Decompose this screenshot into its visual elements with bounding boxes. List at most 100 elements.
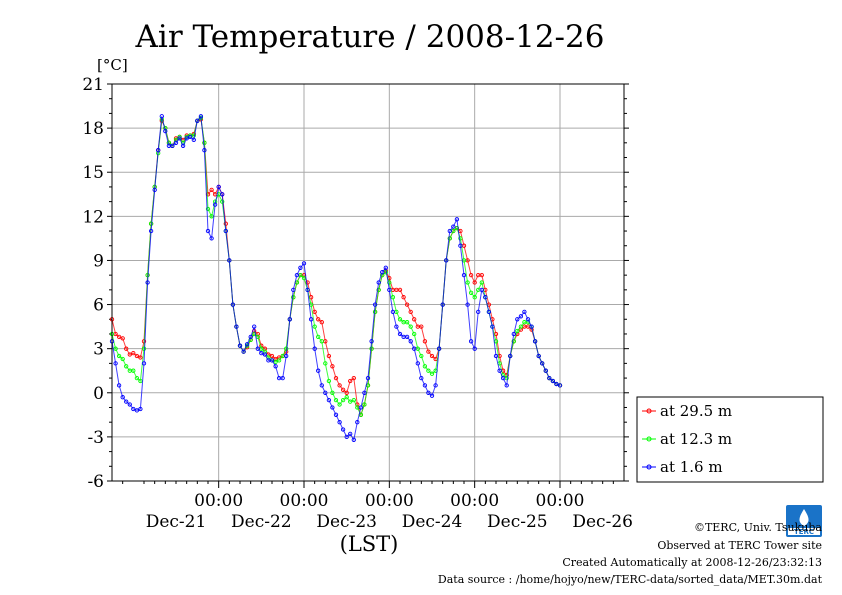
data-point	[330, 405, 335, 410]
data-point	[269, 353, 275, 359]
data-point	[159, 114, 164, 119]
x-time-tick-label: 00:00	[450, 491, 499, 511]
data-point	[426, 390, 431, 395]
data-point	[312, 309, 317, 315]
data-point	[365, 375, 371, 381]
x-time-tick-label: 00:00	[536, 491, 585, 511]
data-point	[145, 280, 150, 285]
x-time-tick-label: 00:00	[280, 491, 329, 511]
data-point	[436, 346, 442, 351]
legend: at 29.5 m at 12.3 m at 1.6 m	[636, 396, 824, 483]
series-line	[111, 118, 561, 417]
x-day-tick-label: Dec-23	[316, 512, 377, 532]
copyright-text: ©TERC, Univ. Tsukuba	[694, 521, 822, 534]
data-point	[134, 353, 140, 359]
data-point	[536, 353, 541, 359]
data-point	[472, 280, 477, 285]
data-point	[198, 114, 204, 119]
data-point	[508, 353, 513, 359]
data-point	[387, 287, 392, 293]
data-point	[468, 339, 474, 344]
data-point	[120, 336, 125, 341]
data-point	[273, 364, 278, 369]
data-point	[131, 406, 136, 412]
data-point	[284, 346, 289, 351]
data-point	[276, 358, 282, 363]
data-point	[127, 352, 132, 357]
data-point	[287, 317, 292, 322]
data-point	[422, 364, 428, 369]
data-point	[291, 287, 296, 293]
data-point	[351, 437, 356, 442]
data-point	[305, 287, 310, 293]
data-point	[116, 383, 122, 388]
data-point	[397, 317, 403, 322]
data-point	[404, 302, 410, 307]
y-tick-label: 3	[93, 340, 104, 360]
data-point	[550, 378, 556, 384]
y-tick-label: -3	[87, 428, 104, 448]
data-point	[401, 295, 406, 300]
data-point	[241, 349, 246, 354]
y-axis-ticks: -6 -3 0 3 6 9 12 15 18 21	[82, 75, 629, 492]
data-point	[426, 349, 431, 354]
data-point	[120, 395, 125, 400]
data-point	[276, 355, 282, 360]
created-text: Created Automatically at 2008-12-26/23:3…	[562, 556, 822, 569]
data-point	[358, 405, 364, 410]
data-point	[237, 343, 243, 348]
data-point	[223, 221, 228, 226]
data-point	[461, 272, 467, 278]
y-tick-label: 0	[93, 384, 104, 404]
data-point	[205, 228, 211, 234]
data-point	[223, 228, 228, 234]
data-point	[173, 137, 179, 143]
data-point	[259, 350, 264, 356]
data-point	[298, 265, 303, 270]
data-point	[426, 368, 431, 373]
data-point	[447, 228, 452, 234]
series-line	[111, 115, 561, 442]
data-point	[252, 324, 257, 329]
data-point	[412, 331, 417, 337]
data-point	[294, 272, 300, 278]
data-point	[497, 368, 502, 373]
data-point	[319, 383, 324, 388]
x-day-tick-label: Dec-22	[231, 512, 292, 532]
data-point	[191, 137, 196, 143]
data-point	[141, 361, 147, 366]
data-point	[333, 412, 339, 417]
data-point	[380, 270, 385, 275]
data-point	[504, 383, 509, 388]
data-point	[124, 364, 129, 369]
data-point	[479, 272, 484, 278]
data-point	[444, 258, 449, 263]
y-axis-unit-label: [°C]	[97, 56, 128, 74]
data-point	[408, 339, 413, 344]
data-point	[351, 397, 356, 403]
x-time-tick-label: 00:00	[194, 491, 243, 511]
data-point	[479, 280, 484, 285]
data-point	[390, 295, 396, 300]
data-point	[529, 324, 534, 329]
data-point	[134, 408, 140, 413]
x-time-tick-label: 00:00	[365, 491, 414, 511]
data-point	[337, 420, 342, 425]
data-point	[116, 353, 122, 359]
data-point	[330, 390, 335, 395]
data-point	[465, 302, 470, 307]
series-line	[111, 116, 561, 417]
data-point	[209, 236, 214, 241]
x-day-tick-label: Dec-21	[146, 512, 207, 532]
data-point	[454, 225, 460, 231]
data-point	[138, 355, 143, 360]
data-point	[312, 346, 317, 351]
y-tick-label: -6	[87, 472, 104, 492]
y-tick-label: 21	[82, 75, 104, 95]
data-point	[173, 140, 179, 145]
data-point	[156, 148, 161, 153]
data-point	[362, 402, 367, 407]
data-point	[429, 393, 435, 398]
data-point	[397, 287, 403, 293]
